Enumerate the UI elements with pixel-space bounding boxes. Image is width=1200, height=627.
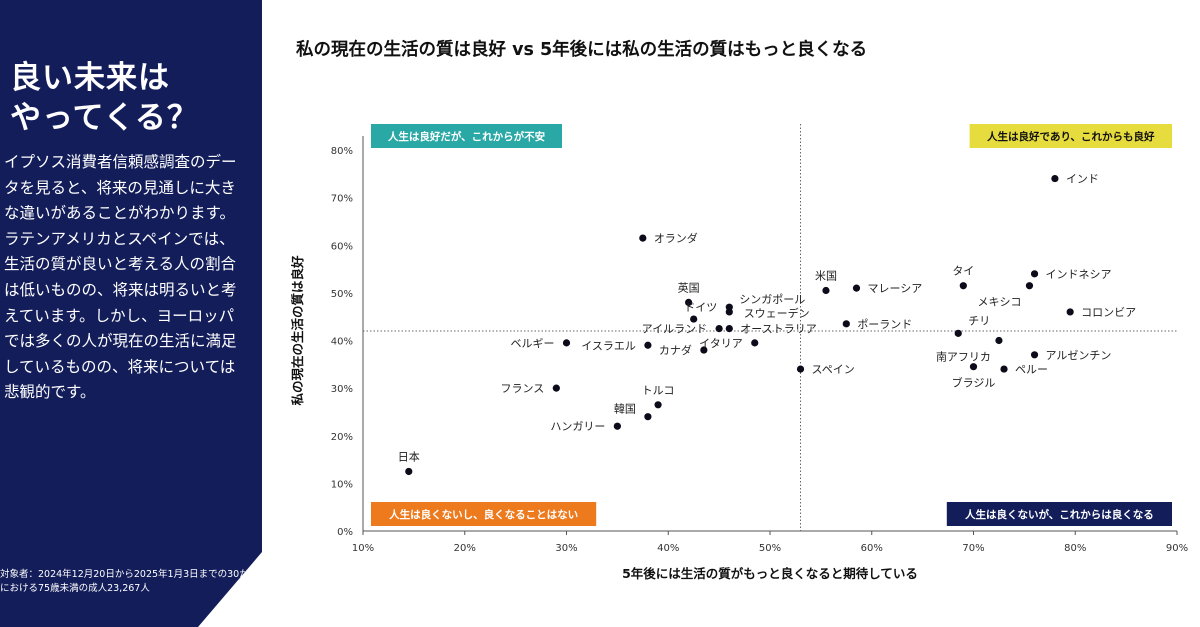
data-point-label: フランス [501,382,545,395]
data-point [690,315,698,323]
data-point-label: イスラエル [581,339,636,352]
data-point [1000,365,1008,373]
x-tick-label: 60% [861,543,883,554]
data-point-label: シンガポール [739,293,805,306]
data-point [969,363,978,371]
data-point [725,308,733,316]
data-point [1030,351,1039,359]
data-point [725,324,733,333]
data-point-label: ハンガリー [550,420,605,433]
x-tick-label: 50% [759,543,781,554]
sidebar-footnote: 対象者：2024年12月20日から2025年1月3日までの30か国における75歳… [0,569,259,594]
data-point [1051,174,1059,183]
data-point-label: 英国 [678,280,700,294]
data-point-label: オーストラリア [740,323,816,336]
x-tick-label: 90% [1166,543,1188,554]
data-point [613,422,621,430]
data-point [644,413,652,421]
data-point-label: イタリア [699,337,743,350]
data-point [1030,270,1039,278]
y-tick-label: 20% [331,432,353,443]
data-point [644,341,652,349]
data-point [751,339,759,347]
data-point [822,286,830,295]
quadrant-box-bottom-right [946,502,1172,526]
y-tick-label: 0% [337,527,353,538]
data-point-label: 日本 [398,449,420,463]
quadrant-label-top-right: 人生は良好であり、これからも良好 [987,130,1155,143]
quadrant-label-bottom-right: 人生は良くないが、これからは良くなる [965,508,1154,521]
x-tick-label: 40% [657,543,679,554]
y-tick-label: 30% [331,384,353,395]
data-point-label: タイ [952,265,974,278]
data-point-label: ペルー [1015,363,1048,376]
y-tick-label: 70% [331,194,353,205]
data-point [959,282,967,290]
data-point [639,234,647,242]
data-point [562,339,571,347]
y-tick-label: 60% [331,241,353,252]
quadrant-label-bottom-left: 人生は良くないし、良くなることはない [389,508,578,521]
data-point [654,401,662,409]
sidebar-panel: 良い未来は やってくる？ イプソス消費者信頼感調査のデータを見ると、将来の見通し… [0,0,270,627]
data-point [995,336,1003,345]
data-point [685,298,693,306]
y-tick-label: 40% [331,337,353,348]
x-tick-label: 70% [962,543,984,554]
data-point [1025,282,1034,290]
quadrant-box-top-right [969,124,1172,148]
data-point-label: オランダ [654,231,698,245]
y-tick-label: 50% [331,289,353,300]
data-point-label: ブラジル [952,376,996,390]
data-point [1066,308,1074,316]
scatter-chart: 10% 20% 30% 40% 50% 60% 70% 80% 90% 0% 10% 20% 30% 40… [290,124,1188,581]
data-point-label: ベルギー [511,337,555,350]
y-tick-label: 80% [331,146,353,157]
data-point [954,329,962,337]
data-point-label: カナダ [659,343,692,357]
data-point-label: ポーランド [857,318,912,331]
data-point-label: 韓国 [614,403,636,416]
quadrant-box-bottom-left [371,502,597,526]
data-point [842,320,850,328]
x-tick-label: 10% [352,543,374,554]
x-axis-label: 5年後には生活の質がもっと良くなると期待している [622,566,918,581]
data-point [715,324,723,333]
data-point-label: チリ [968,314,990,327]
data-point-label: アイルランド [642,323,707,336]
x-tick-label: 30% [555,543,577,554]
data-point [700,346,708,354]
data-point [552,384,560,392]
chart-title: 私の現在の生活の質は良好 vs 5年後には私の生活の質はもっと良くなる [296,40,868,60]
x-tick-label: 80% [1064,543,1086,554]
data-point [405,467,413,476]
data-point-label: トルコ [642,384,675,397]
data-point-label: インドネシア [1046,268,1112,281]
data-point-label: スペイン [812,363,855,376]
data-point [796,365,805,373]
x-tick-label: 20% [454,543,476,554]
data-point-label: ドイツ [684,301,717,314]
data-point-label: 南アフリカ [936,351,991,364]
quadrant-box-top-left [371,124,562,148]
y-tick-label: 10% [331,479,353,490]
data-point-label: アルゼンチン [1046,349,1112,362]
sidebar-title: 良い未来は やってくる？ [10,60,199,136]
sidebar-body-text: イプソス消費者信頼感調査のデータを見ると、将来の見通しに大きな違いがあることがわ… [4,153,237,402]
data-point-label: インド [1066,173,1099,186]
data-point-label: メキシコ [977,296,1021,309]
y-axis-label: 私の現在の生活の質は良好 [290,255,305,407]
data-point [852,284,861,292]
data-point-label: スウェーデン [744,306,810,320]
sidebar-background [0,0,262,627]
data-point-label: 米国 [815,269,837,282]
quadrant-label-top-left: 人生は良好だが、これからが不安 [388,130,546,143]
data-point-label: コロンビア [1081,306,1136,319]
data-point-label: マレーシア [867,282,922,295]
